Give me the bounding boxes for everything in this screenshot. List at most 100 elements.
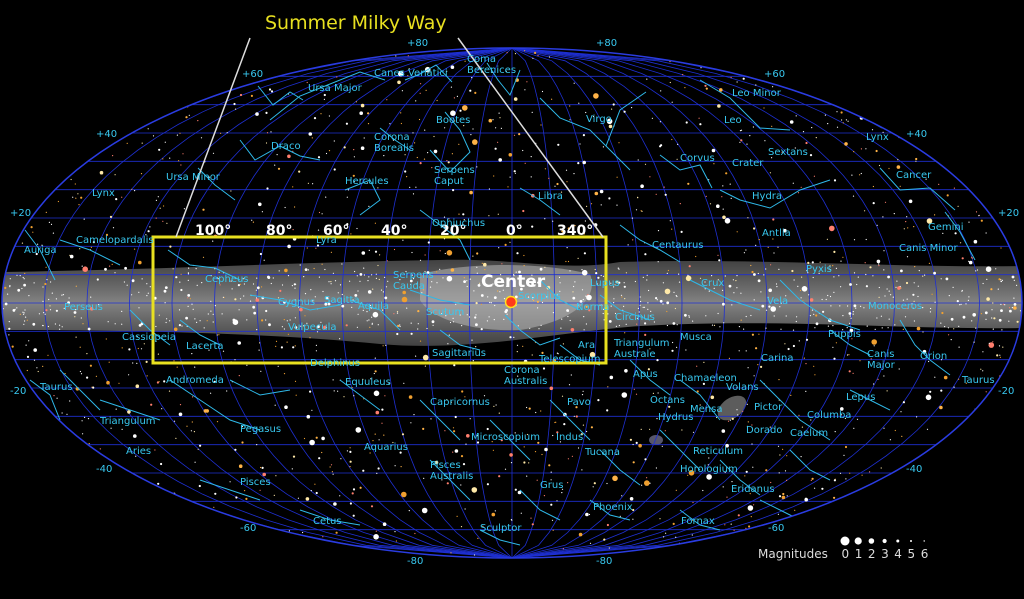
constellation-label: Columba xyxy=(807,410,851,421)
constellation-label: Serpens Caput xyxy=(434,165,475,187)
constellation-label: Pisces xyxy=(240,477,271,488)
callout-line-left xyxy=(175,37,251,238)
constellation-label: Coma Berenices xyxy=(467,54,516,76)
constellation-label: Hercules xyxy=(345,176,389,187)
constellation-label: Cygnus xyxy=(278,297,315,308)
constellation-label: Telescopium xyxy=(538,354,601,365)
constellation-label: Orion xyxy=(920,351,947,362)
constellation-label: Microscopium xyxy=(471,432,540,443)
constellation-label: Lynx xyxy=(866,132,889,143)
constellation-lines xyxy=(24,62,976,546)
constellation-label: Mensa xyxy=(690,404,722,415)
constellation-label: Pictor xyxy=(754,402,783,413)
constellation-label: Antlia xyxy=(762,228,791,239)
magnitude-dot xyxy=(896,539,900,543)
constellation-label: Ophiuchus xyxy=(432,218,485,229)
galactic-longitude-label: 80° xyxy=(266,223,292,239)
declination-label: +20 xyxy=(998,208,1019,219)
declination-label: -20 xyxy=(10,386,26,397)
constellation-label: Eridanus xyxy=(731,484,775,495)
small-magellanic-cloud xyxy=(649,435,663,445)
magnitude-value: 6 xyxy=(921,547,929,561)
constellation-label: Libra xyxy=(538,191,563,202)
constellation-label: Musca xyxy=(680,332,712,343)
declination-label: +40 xyxy=(96,129,117,140)
galactic-longitude-label: 60° xyxy=(323,223,349,239)
constellation-label: Equuleus xyxy=(345,377,391,388)
constellation-label: Pegasus xyxy=(240,424,281,435)
constellation-label: Capricornus xyxy=(430,397,490,408)
constellation-label: Cetus xyxy=(313,516,342,527)
magnitude-dot xyxy=(882,538,887,544)
constellation-label: Fornax xyxy=(681,516,715,527)
declination-label: +80 xyxy=(596,38,617,49)
constellation-label: Vela xyxy=(767,296,788,307)
summer-milky-way-box xyxy=(151,235,608,365)
constellation-label: Puppis xyxy=(828,329,861,340)
constellation-label: Crater xyxy=(732,158,764,169)
constellation-label: Lepus xyxy=(846,392,875,403)
constellation-label: Carina xyxy=(761,353,793,364)
constellation-label: Sagittarius xyxy=(432,348,486,359)
constellation-label: Pavo xyxy=(567,397,591,408)
constellation-label: Triangulum Australe xyxy=(613,338,670,360)
magnitude-value: 0 xyxy=(842,547,850,561)
summer-milky-way-title: Summer Milky Way xyxy=(265,12,447,34)
constellation-label: Sagitta xyxy=(324,295,360,306)
constellation-label: Indus xyxy=(556,432,583,443)
constellation-label: Phoenix xyxy=(593,502,633,513)
constellation-label: Apus xyxy=(633,369,658,380)
declination-label: +80 xyxy=(407,38,428,49)
declination-label: -20 xyxy=(998,386,1014,397)
constellation-label: Lacerta xyxy=(186,341,224,352)
constellation-label: Lupus xyxy=(590,278,620,289)
constellation-label: Delphinus xyxy=(310,358,360,369)
magnitude-dot xyxy=(840,536,850,546)
declination-label: -80 xyxy=(596,556,612,567)
magnitude-value: 2 xyxy=(868,547,876,561)
declination-label: -40 xyxy=(906,464,922,475)
constellation-label: Ara xyxy=(578,340,595,351)
constellation-label: Crux xyxy=(701,278,724,289)
constellation-label: Aquila xyxy=(358,301,389,312)
constellation-label: Virgo xyxy=(586,114,612,125)
constellation-label: Taurus xyxy=(961,375,995,386)
star-field xyxy=(2,50,1022,556)
constellation-label: Tucana xyxy=(584,447,620,458)
constellation-label: Draco xyxy=(271,141,301,152)
constellation-label: Caelum xyxy=(790,428,828,439)
constellation-label: Taurus xyxy=(39,382,73,393)
constellation-label: Aquarius xyxy=(364,442,408,453)
constellation-label: Grus xyxy=(540,480,563,491)
constellation-label: Dorado xyxy=(746,425,783,436)
constellation-label: Aries xyxy=(126,446,151,457)
constellation-label: Hydra xyxy=(752,191,782,202)
magnitude-dot xyxy=(854,537,862,545)
constellation-label: Cassiopeia xyxy=(122,332,176,343)
center-label: Center xyxy=(481,272,546,292)
constellation-label: Sculptor xyxy=(480,523,522,534)
constellation-label: Reticulum xyxy=(693,446,743,457)
constellation-label: Horologium xyxy=(680,464,738,475)
constellation-label: Lyra xyxy=(316,235,337,246)
large-magellanic-cloud xyxy=(717,395,747,421)
constellation-label: Volans xyxy=(726,382,759,393)
constellation-label: Scorpius xyxy=(518,291,561,302)
galactic-longitude-label: 20° xyxy=(440,223,466,239)
constellation-label: Serpens Cauda xyxy=(393,270,434,292)
sky-boundary xyxy=(1,47,1023,559)
constellation-label: Triangulum xyxy=(99,416,156,427)
magnitudes-label: Magnitudes xyxy=(758,547,828,561)
constellation-label: Corvus xyxy=(680,153,715,164)
magnitude-dot xyxy=(923,540,925,542)
coordinate-grid xyxy=(2,48,1022,558)
magnitude-value: 4 xyxy=(894,547,902,561)
constellation-label: Norma xyxy=(576,302,609,313)
constellation-label: Leo xyxy=(724,115,742,126)
declination-label: -80 xyxy=(407,556,423,567)
constellation-label: Cancer xyxy=(896,170,932,181)
constellation-label: Gemini xyxy=(928,222,964,233)
constellation-label: Auriga xyxy=(24,245,57,256)
galactic-longitude-label: 40° xyxy=(381,223,407,239)
